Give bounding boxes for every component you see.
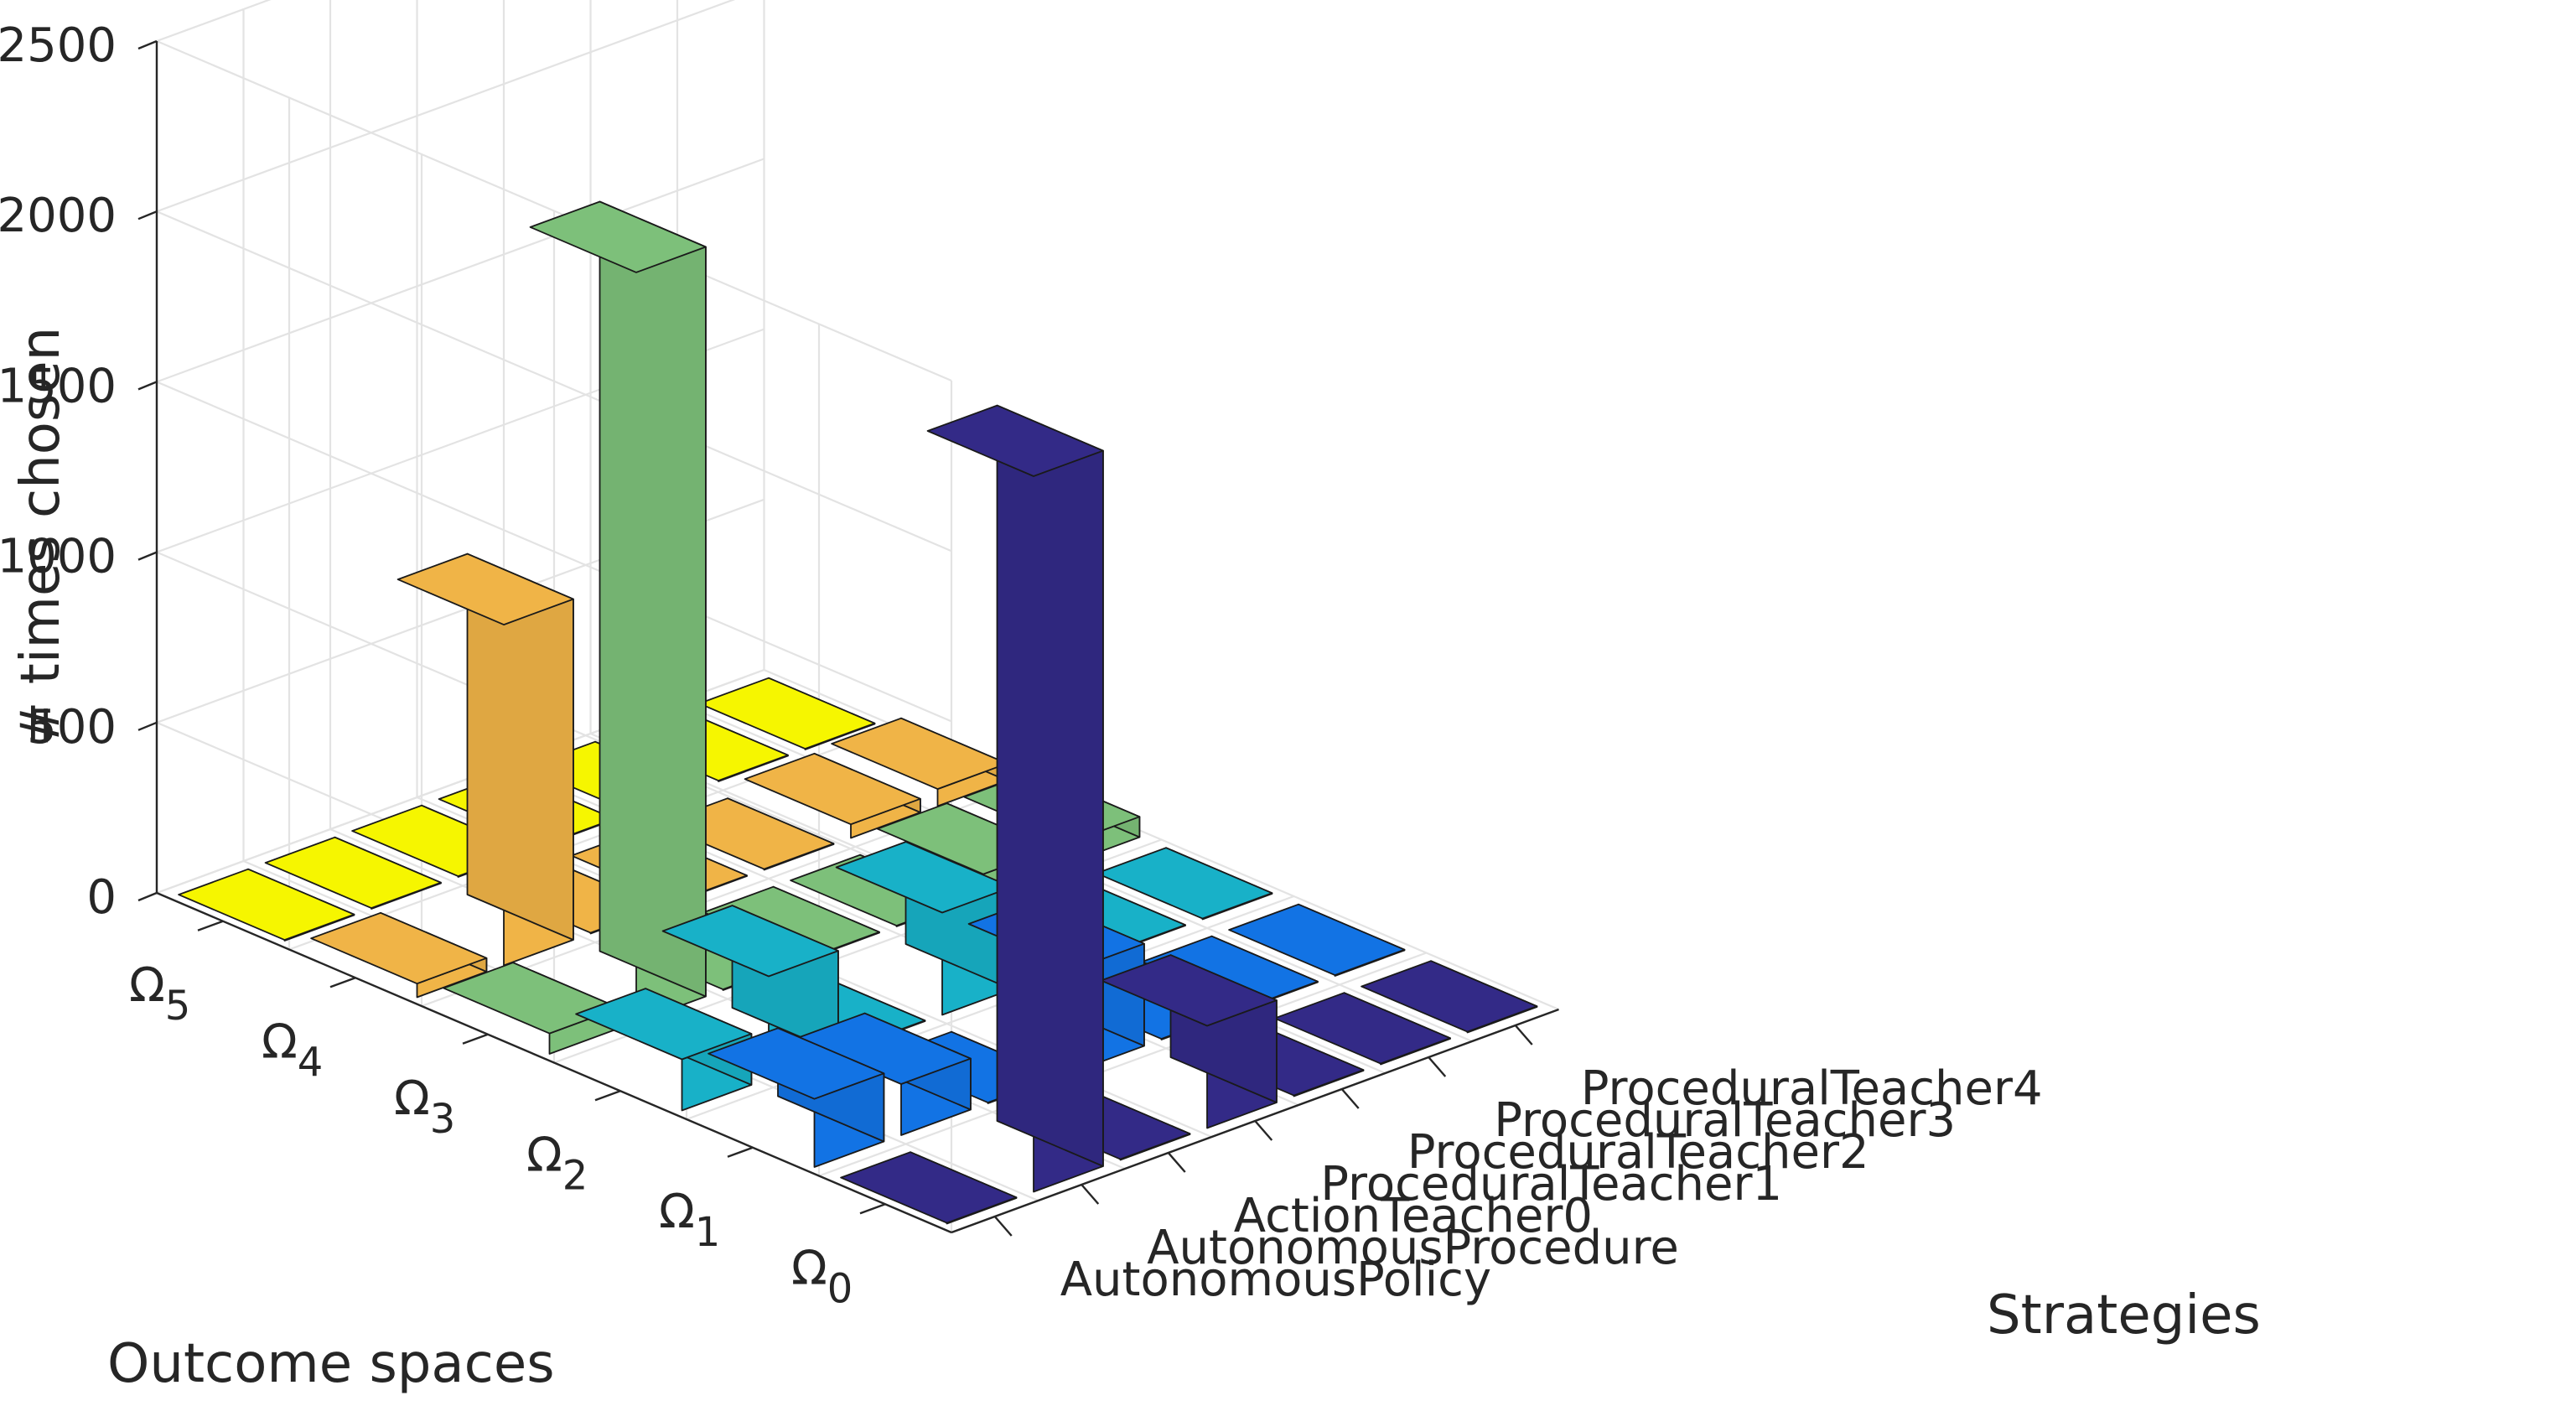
bar-top-face xyxy=(1096,847,1273,920)
x-tick xyxy=(1428,1056,1447,1077)
x-tick xyxy=(993,1216,1013,1237)
z-tick xyxy=(137,39,158,50)
x-tick xyxy=(1167,1152,1186,1173)
bar-top-face xyxy=(744,752,921,826)
outcome-symbol: Ω xyxy=(262,1014,298,1069)
y-tick xyxy=(859,1203,886,1215)
x-tick xyxy=(1514,1025,1533,1045)
bar-side-face xyxy=(996,404,1104,1167)
bar-Ω0-AutonomousProcedure xyxy=(926,404,1104,1193)
strategy-tick-label: AutonomousProcedure xyxy=(1147,1221,1679,1275)
bar-top-face xyxy=(575,988,753,1061)
strategy-tick-label: ProceduralTeacher3 xyxy=(1494,1093,1956,1148)
bar-top-face xyxy=(661,905,839,978)
outcome-symbol: Ω xyxy=(394,1071,430,1126)
bar-Ω0-ProceduralTeacher4 xyxy=(1361,960,1538,1034)
outcome-tick-label: Ω3 xyxy=(394,1071,455,1143)
bar-Ω0-AutonomousPolicy xyxy=(840,1151,1018,1225)
bar-top-face xyxy=(831,717,1008,790)
z-tick xyxy=(137,381,158,391)
y-tick xyxy=(594,1090,621,1102)
bar-layer xyxy=(178,200,1538,1225)
bar-top-face xyxy=(926,404,1104,477)
y-axis-label: Outcome spaces xyxy=(107,1333,555,1395)
z-tick-label: 1500 xyxy=(0,359,117,413)
bar-top-face xyxy=(310,911,488,985)
x-tick xyxy=(1081,1184,1100,1205)
outcome-tick-label: Ω0 xyxy=(791,1241,853,1312)
bar-Ω5-ProceduralTeacher4 xyxy=(698,677,876,750)
z-tick xyxy=(137,721,158,731)
bar-top-face xyxy=(707,1027,885,1100)
bar-top-face xyxy=(1273,992,1451,1065)
y-tick xyxy=(197,920,224,931)
outcome-tick-label: Ω1 xyxy=(659,1185,720,1256)
z-tick-label: 1000 xyxy=(0,530,117,584)
bar-Ω2-ProceduralTeacher4 xyxy=(1096,847,1273,921)
bar-Ω1-AutonomousPolicy xyxy=(707,1027,885,1168)
outcome-symbol: Ω xyxy=(129,958,165,1013)
bar-Ω5-AutonomousProcedure xyxy=(264,836,442,910)
outcome-tick-label: Ω5 xyxy=(129,958,190,1030)
bar-top-face xyxy=(698,677,876,750)
z-tick-label: 0 xyxy=(86,870,117,925)
bar-top-face xyxy=(397,553,574,625)
outcome-symbol: Ω xyxy=(526,1128,562,1182)
z-tick xyxy=(137,551,158,561)
outcome-subscript: 0 xyxy=(827,1265,853,1312)
y-tick xyxy=(727,1146,754,1158)
bar-Ω1-AutonomousProcedure xyxy=(794,1012,972,1136)
x-axis-label: Strategies xyxy=(1987,1284,2261,1346)
outcome-subscript: 3 xyxy=(430,1096,456,1143)
bar-top-face xyxy=(835,841,1013,914)
z-tick xyxy=(137,210,158,220)
outcome-subscript: 5 xyxy=(165,983,191,1030)
outcome-subscript: 2 xyxy=(562,1152,588,1199)
bar-top-face xyxy=(264,836,442,909)
z-tick-label: 2500 xyxy=(0,18,117,73)
outcome-subscript: 4 xyxy=(298,1039,324,1086)
x-tick xyxy=(1254,1120,1273,1141)
bar-Ω0-ProceduralTeacher1 xyxy=(1100,954,1278,1129)
bar-top-face xyxy=(1361,960,1538,1033)
strategy-tick-label: ActionTeacher0 xyxy=(1234,1189,1593,1243)
y-tick xyxy=(329,977,356,988)
strategy-tick-label: ProceduralTeacher1 xyxy=(1320,1157,1782,1211)
bar-top-face xyxy=(178,868,355,941)
bar-top-face xyxy=(529,200,707,273)
bar-Ω4-AutonomousProcedure xyxy=(397,553,574,967)
bar-Ω0-ProceduralTeacher3 xyxy=(1273,992,1451,1066)
z-tick xyxy=(137,891,158,902)
outcome-symbol: Ω xyxy=(659,1185,695,1239)
outcome-tick-label: Ω4 xyxy=(262,1014,323,1086)
bar-Ω4-AutonomousPolicy xyxy=(310,911,488,999)
bar-side-face xyxy=(599,200,707,998)
label-layer: # times chosen Outcome spaces Strategies xyxy=(10,327,2261,1395)
y-axis-line xyxy=(156,891,952,1234)
strategy-tick-label: ProceduralTeacher4 xyxy=(1581,1061,2043,1116)
z-tick-label: 2000 xyxy=(0,189,117,243)
y-tick xyxy=(462,1033,489,1045)
bar-Ω3-AutonomousProcedure xyxy=(529,200,707,1023)
outcome-symbol: Ω xyxy=(791,1241,827,1295)
bar-Ω1-ProceduralTeacher4 xyxy=(1228,903,1406,977)
bar-Ω4-ProceduralTeacher4 xyxy=(831,717,1008,807)
x-tick xyxy=(1340,1088,1360,1109)
outcome-subscript: 1 xyxy=(695,1209,721,1256)
strategy-tick-label: ProceduralTeacher2 xyxy=(1407,1125,1869,1180)
bar-Ω5-AutonomousPolicy xyxy=(178,868,355,942)
strategy-tick-label: AutonomousPolicy xyxy=(1060,1253,1491,1307)
bar-Ω4-ProceduralTeacher3 xyxy=(744,752,921,839)
outcome-tick-label: Ω2 xyxy=(526,1128,588,1199)
bar-top-face xyxy=(1228,903,1406,976)
bar-top-face xyxy=(1100,954,1278,1027)
z-axis-label: # times chosen xyxy=(10,327,72,746)
z-tick-label: 500 xyxy=(27,700,117,755)
bar-top-face xyxy=(840,1151,1018,1224)
